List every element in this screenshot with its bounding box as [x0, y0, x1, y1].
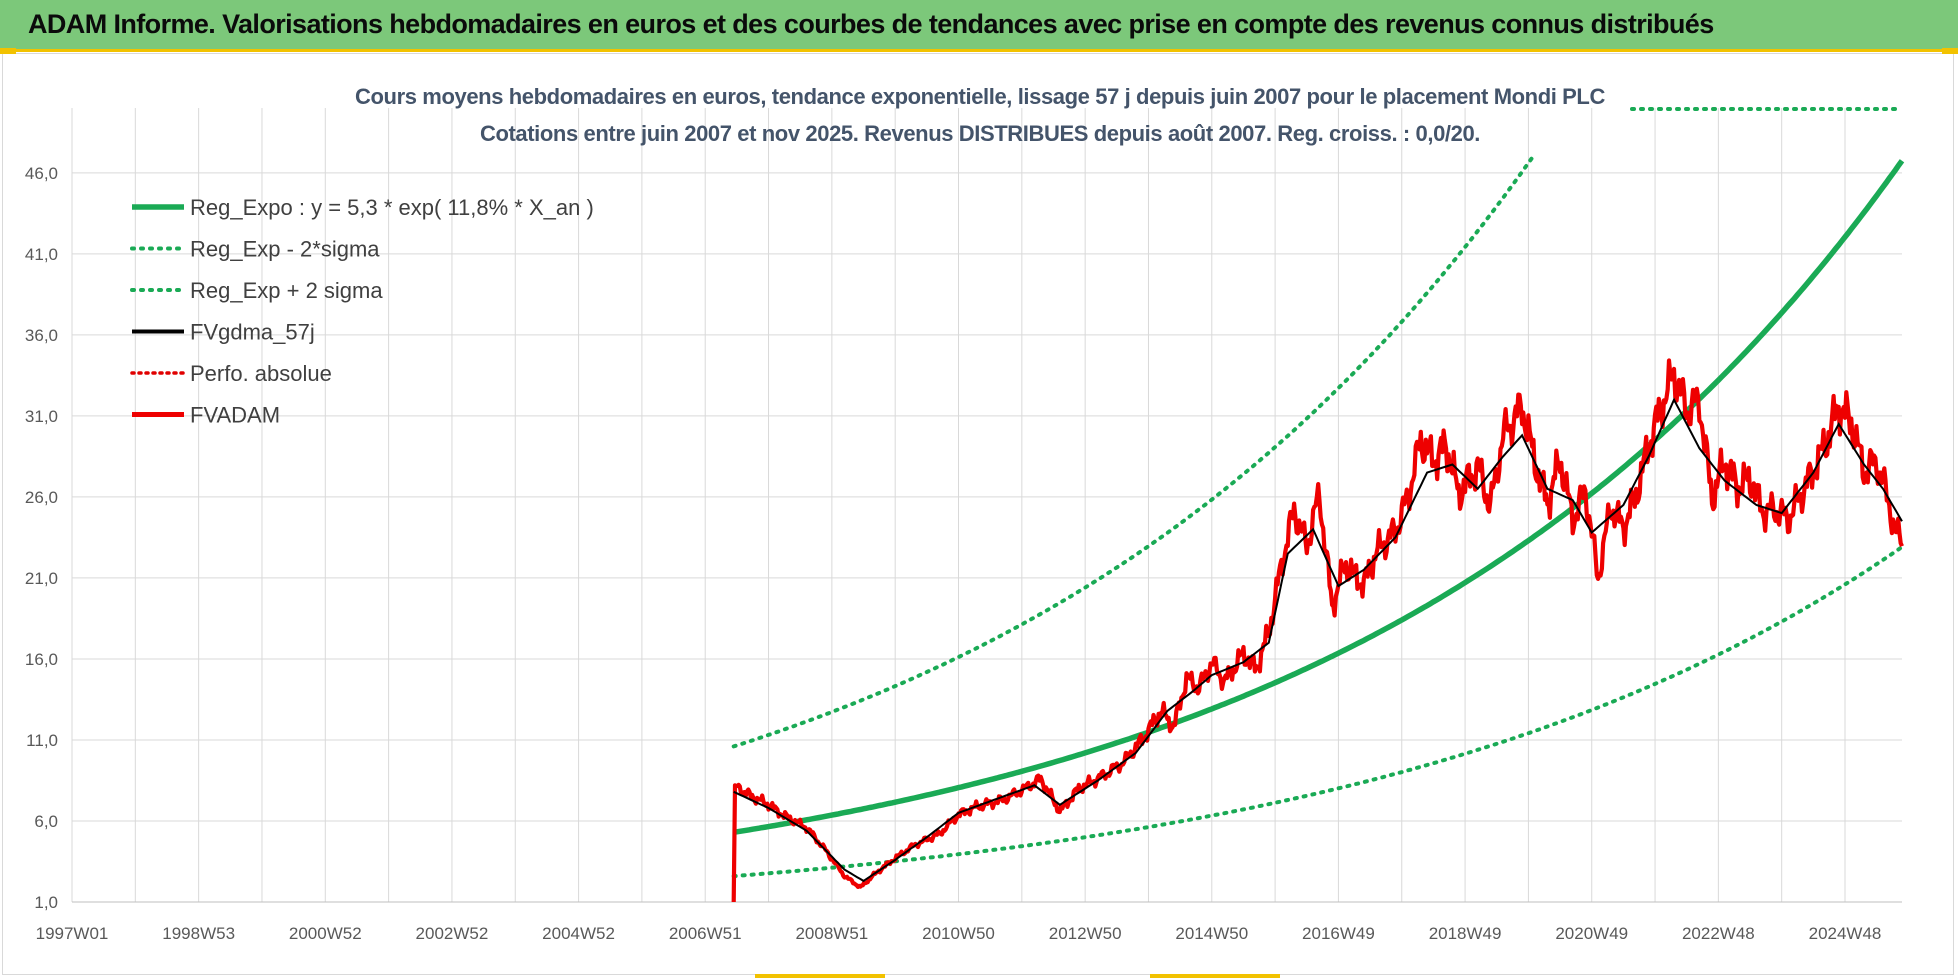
report-banner: ADAM Informe. Valorisations hebdomadaire… [0, 0, 1958, 52]
y-tick-label: 1,0 [34, 893, 58, 912]
legend-label: Reg_Exp - 2*sigma [190, 237, 380, 262]
x-tick-label: 2014W50 [1175, 924, 1248, 943]
corner-accent-right [1942, 48, 1958, 54]
x-tick-label: 2024W48 [1809, 924, 1882, 943]
legend-label: Reg_Expo : y = 5,3 * exp( 11,8% * X_an ) [190, 195, 594, 220]
chart-frame [2, 53, 1954, 975]
chart-series [731, 107, 1905, 903]
legend-label: FVgdma_57j [190, 320, 315, 345]
x-tick-label: 2010W50 [922, 924, 995, 943]
x-tick-label: 2018W49 [1429, 924, 1502, 943]
chart-subtitle: Cotations entre juin 2007 et nov 2025. R… [480, 121, 1480, 146]
bottom-accent-left [755, 974, 885, 978]
y-tick-label: 36,0 [25, 326, 58, 345]
reg-exp-plus-2sigma-line [731, 152, 1537, 749]
banner-title: ADAM Informe. Valorisations hebdomadaire… [28, 9, 1714, 39]
fvadam-line [731, 358, 1904, 903]
x-tick-label: 2002W52 [416, 924, 489, 943]
x-tick-label: 2022W48 [1682, 924, 1755, 943]
y-tick-label: 11,0 [26, 731, 58, 750]
chart-axes: 1,0 6,0 11,0 16,0 21,0 26,0 31,0 36,0 41,0 46,0 19… [25, 164, 1902, 943]
y-tick-label: 21,0 [25, 569, 58, 588]
reg-expo-line [733, 159, 1905, 836]
y-tick-label: 26,0 [25, 488, 58, 507]
corner-accent-left [0, 48, 16, 54]
x-tick-label: 2012W50 [1049, 924, 1122, 943]
x-tick-label: 2006W51 [669, 924, 742, 943]
bottom-accent-right [1150, 974, 1280, 978]
y-tick-label: 31,0 [25, 407, 58, 426]
fvgdma-57j-line [733, 397, 1903, 883]
y-tick-label: 6,0 [34, 812, 58, 831]
x-tick-label: 2004W52 [542, 924, 615, 943]
x-tick-label: 1998W53 [162, 924, 235, 943]
legend-label: Perfo. absolue [190, 361, 332, 386]
legend-label: FVADAM [190, 403, 280, 428]
x-tick-label: 2008W51 [795, 924, 868, 943]
y-tick-label: 16,0 [25, 650, 58, 669]
chart-title: Cours moyens hebdomadaires en euros, ten… [355, 84, 1605, 109]
legend-label: Reg_Exp + 2 sigma [190, 278, 383, 303]
x-tick-label: 2000W52 [289, 924, 362, 943]
y-tick-label: 41,0 [25, 245, 58, 264]
reg-exp-minus-2sigma-line [731, 545, 1904, 879]
x-tick-label: 2016W49 [1302, 924, 1375, 943]
chart-legend: Reg_Expo : y = 5,3 * exp( 11,8% * X_an )… [130, 195, 594, 428]
y-tick-label: 46,0 [25, 164, 58, 183]
x-tick-label: 1997W01 [36, 924, 109, 943]
x-tick-label: 2020W49 [1555, 924, 1628, 943]
